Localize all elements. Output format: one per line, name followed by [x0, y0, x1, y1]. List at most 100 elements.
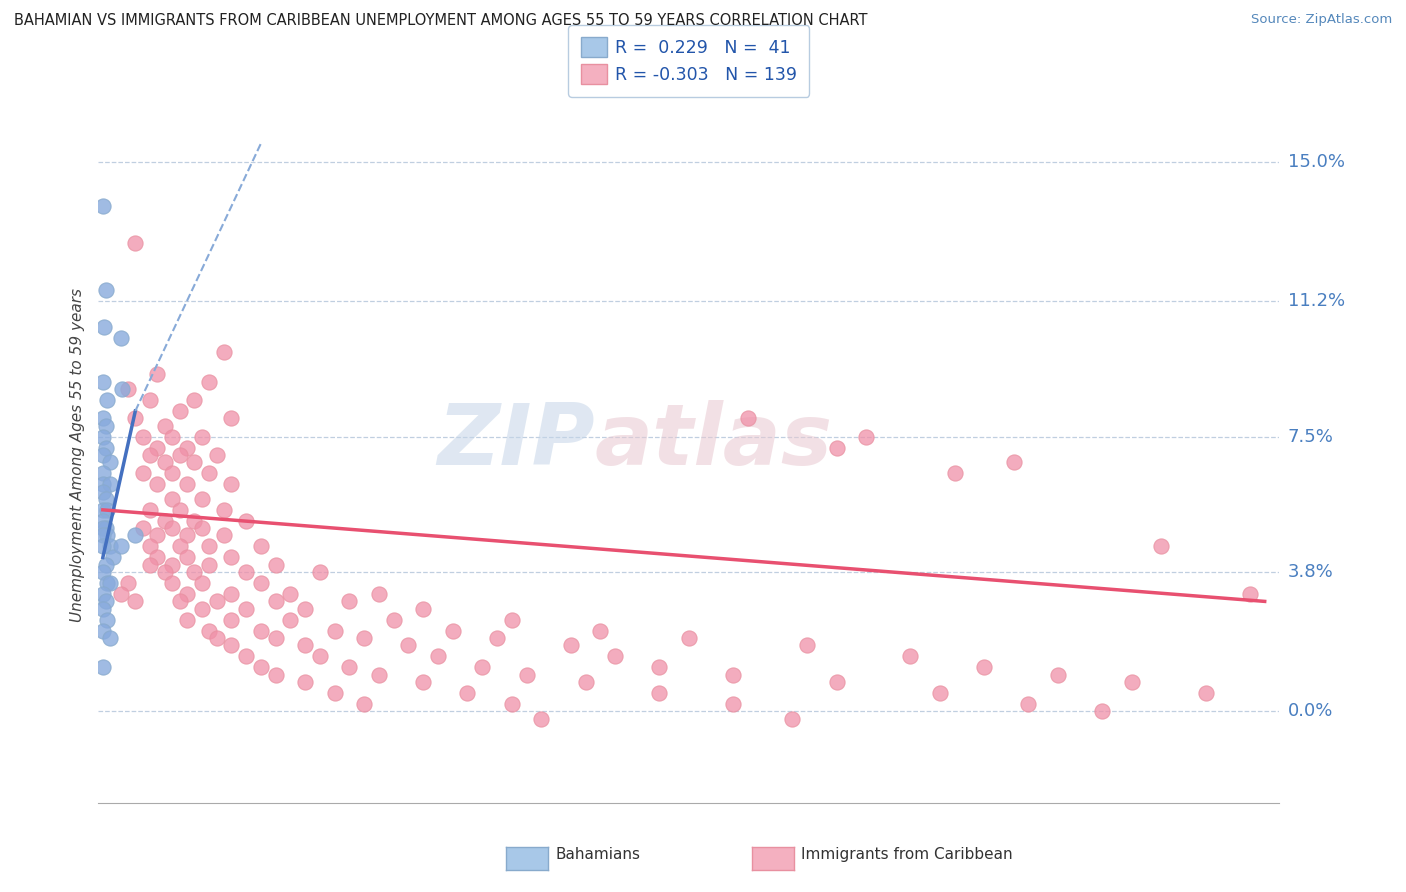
- Point: [124, 235, 146, 250]
- Text: 11.2%: 11.2%: [1288, 292, 1346, 310]
- Point: [605, 649, 627, 664]
- Point: [132, 521, 155, 535]
- Point: [162, 491, 183, 506]
- Text: Bahamians: Bahamians: [555, 847, 640, 862]
- Point: [132, 467, 155, 481]
- Point: [96, 613, 118, 627]
- Point: [825, 441, 848, 455]
- Point: [396, 638, 419, 652]
- Point: [176, 613, 198, 627]
- Point: [353, 631, 375, 645]
- Point: [205, 631, 228, 645]
- Point: [198, 540, 221, 554]
- Point: [94, 441, 117, 455]
- Point: [96, 392, 118, 407]
- Point: [162, 467, 183, 481]
- Point: [198, 467, 221, 481]
- Point: [737, 411, 759, 425]
- Point: [264, 558, 287, 572]
- Text: 15.0%: 15.0%: [1288, 153, 1344, 171]
- Point: [91, 601, 114, 615]
- Point: [678, 631, 700, 645]
- Point: [368, 587, 391, 601]
- Point: [91, 448, 114, 462]
- Point: [139, 448, 162, 462]
- Point: [337, 660, 360, 674]
- Point: [516, 667, 538, 681]
- Point: [111, 382, 134, 396]
- Point: [91, 411, 114, 425]
- Point: [1002, 455, 1025, 469]
- Point: [235, 649, 257, 664]
- Y-axis label: Unemployment Among Ages 55 to 59 years: Unemployment Among Ages 55 to 59 years: [69, 288, 84, 622]
- Point: [169, 448, 191, 462]
- Point: [198, 375, 221, 389]
- Point: [412, 675, 434, 690]
- Point: [250, 540, 273, 554]
- Point: [96, 576, 118, 591]
- Point: [91, 484, 114, 499]
- Point: [560, 638, 582, 652]
- Point: [1046, 667, 1069, 681]
- Point: [235, 565, 257, 579]
- Point: [91, 503, 114, 517]
- Point: [91, 565, 114, 579]
- Point: [427, 649, 450, 664]
- Point: [191, 521, 214, 535]
- Point: [162, 521, 183, 535]
- Point: [91, 521, 114, 535]
- Point: [212, 528, 235, 542]
- Point: [124, 411, 146, 425]
- Point: [250, 624, 273, 638]
- Point: [139, 392, 162, 407]
- Point: [353, 697, 375, 711]
- Point: [146, 528, 169, 542]
- Point: [176, 441, 198, 455]
- Point: [294, 675, 316, 690]
- Point: [162, 429, 183, 443]
- Point: [441, 624, 464, 638]
- Point: [928, 686, 950, 700]
- Point: [94, 491, 117, 506]
- Point: [198, 624, 221, 638]
- Point: [191, 576, 214, 591]
- Point: [530, 712, 553, 726]
- Point: [124, 594, 146, 608]
- Point: [98, 455, 121, 469]
- Point: [153, 455, 176, 469]
- Point: [98, 576, 121, 591]
- Point: [91, 587, 114, 601]
- Point: [117, 576, 139, 591]
- Point: [91, 514, 114, 528]
- Point: [648, 686, 671, 700]
- Point: [93, 319, 115, 334]
- Point: [825, 675, 848, 690]
- Point: [309, 649, 332, 664]
- Point: [91, 467, 114, 481]
- Point: [183, 514, 205, 528]
- Point: [91, 375, 114, 389]
- Point: [98, 631, 121, 645]
- Legend: R =  0.229   N =  41, R = -0.303   N = 139: R = 0.229 N = 41, R = -0.303 N = 139: [568, 25, 810, 96]
- Point: [337, 594, 360, 608]
- Point: [183, 455, 205, 469]
- Text: BAHAMIAN VS IMMIGRANTS FROM CARIBBEAN UNEMPLOYMENT AMONG AGES 55 TO 59 YEARS COR: BAHAMIAN VS IMMIGRANTS FROM CARIBBEAN UN…: [14, 13, 868, 29]
- Point: [117, 382, 139, 396]
- Point: [162, 558, 183, 572]
- Text: 0.0%: 0.0%: [1288, 702, 1333, 720]
- Point: [169, 503, 191, 517]
- Point: [294, 601, 316, 615]
- Point: [235, 601, 257, 615]
- Point: [94, 521, 117, 535]
- Point: [191, 429, 214, 443]
- Point: [501, 613, 523, 627]
- Point: [1195, 686, 1218, 700]
- Point: [278, 587, 302, 601]
- Point: [368, 667, 391, 681]
- Point: [323, 686, 346, 700]
- Text: 3.8%: 3.8%: [1288, 563, 1333, 581]
- Point: [176, 528, 198, 542]
- Point: [96, 528, 118, 542]
- Point: [198, 558, 221, 572]
- Point: [574, 675, 596, 690]
